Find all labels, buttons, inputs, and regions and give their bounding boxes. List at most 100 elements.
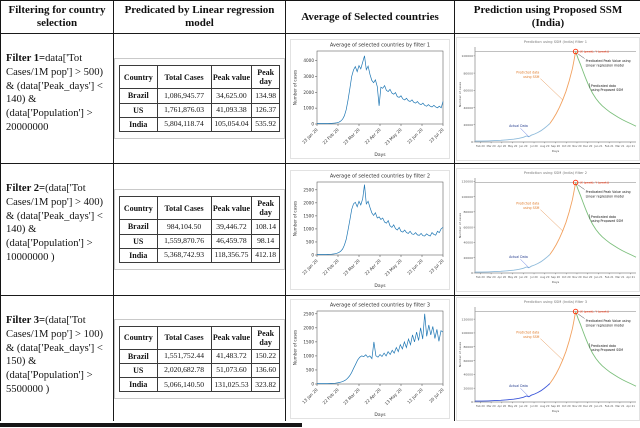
svg-text:2000: 2000 [303, 200, 314, 205]
svg-text:using Proposed SSM: using Proposed SSM [591, 348, 623, 352]
col-header-total-cases: Total Cases [156, 196, 212, 221]
prediction-chart-cell-2: Prediction using SSM (India) filter 2 0 20… [455, 164, 640, 296]
regression-table-frame: Country Total Cases Peak value Peak day … [114, 318, 285, 400]
svg-text:1000: 1000 [303, 226, 314, 231]
svg-text:Apr 21: Apr 21 [626, 144, 635, 148]
ssm-prediction-chart-filter-2: Prediction using SSM (India) filter 2 0 20… [458, 171, 637, 284]
svg-text:Days: Days [552, 149, 560, 153]
svg-text:Number of cases: Number of cases [293, 200, 298, 235]
average-chart-cell-2: Average of selected countries by filter … [286, 164, 455, 296]
svg-text:Predicated data: Predicated data [591, 344, 616, 348]
svg-text:Nov 20: Nov 20 [572, 275, 582, 279]
svg-text:Number of cases: Number of cases [458, 81, 462, 107]
svg-text:20000: 20000 [463, 122, 473, 126]
filter-3-expression: (data['Tot Cases/1M pop'] > 100) & (data… [6, 315, 104, 395]
table-row: Brazil 1,551,752.44 41,483.72 150.22 [119, 348, 280, 365]
svg-text:Oct 20: Oct 20 [562, 404, 571, 408]
svg-text:22 Apr 20: 22 Apr 20 [364, 126, 382, 144]
svg-text:80000: 80000 [463, 345, 473, 349]
country-name: Brazil [119, 88, 158, 104]
bottom-margin [0, 421, 640, 428]
regression-table-3: Country Total Cases Peak value Peak day … [119, 325, 280, 393]
filter-2-expression: (data['Tot Cases/1M pop'] > 400) & (data… [6, 183, 104, 263]
svg-text:Predicted data: Predicted data [516, 70, 539, 74]
average-chart-cell-3: Average of selected countries by filter … [286, 296, 455, 422]
svg-text:Number of cases: Number of cases [293, 330, 298, 365]
chart-image-frame: Average of selected countries by filter … [290, 299, 450, 419]
svg-text:Mar 21: Mar 21 [615, 275, 624, 279]
peak-day-value: 136.60 [251, 363, 280, 379]
svg-text:Oct 20: Oct 20 [562, 275, 571, 279]
svg-text:Dec 20: Dec 20 [583, 404, 592, 408]
svg-text:Predicted data: Predicted data [516, 201, 539, 205]
svg-text:Linear regression model: Linear regression model [586, 194, 625, 198]
country-name: US [119, 233, 158, 249]
table-row: India 5,804,118.74 105,054.04 535.92 [119, 116, 280, 132]
svg-text:Jun 20: Jun 20 [518, 404, 528, 408]
table-row: Brazil 1,086,945.77 34,625.00 134.98 [119, 88, 280, 104]
regression-table-cell-1: Country Total Cases Peak value Peak day … [114, 34, 286, 164]
svg-text:using SSM: using SSM [523, 74, 540, 78]
svg-text:23 Mar 20: 23 Mar 20 [342, 126, 361, 145]
peak-day-value: 134.98 [251, 88, 280, 104]
svg-text:100000: 100000 [462, 331, 474, 335]
average-chart-cell-1: Average of selected countries by filter … [286, 34, 455, 164]
svg-text:Feb 20: Feb 20 [476, 275, 485, 279]
peak-day-value: 412.18 [251, 247, 280, 263]
svg-text:Actual Data: Actual Data [509, 123, 528, 127]
svg-text:20000: 20000 [463, 386, 473, 390]
svg-text:0: 0 [471, 400, 473, 404]
peak-value: 39,446.72 [210, 219, 253, 235]
country-name: US [119, 102, 158, 118]
svg-text:Prediction using SSM (India) f: Prediction using SSM (India) filter 2 [524, 171, 587, 175]
chart-image-frame: Prediction using SSM (India) filter 3 0 20… [456, 297, 640, 421]
svg-text:22 Feb 20: 22 Feb 20 [322, 257, 340, 275]
svg-text:Aug 20: Aug 20 [540, 275, 550, 279]
svg-text:2500: 2500 [303, 187, 314, 192]
svg-text:13 May 20: 13 May 20 [384, 387, 403, 406]
svg-text:Dec 20: Dec 20 [583, 144, 592, 148]
svg-text:60000: 60000 [463, 359, 473, 363]
svg-text:22 Apr 20: 22 Apr 20 [364, 387, 382, 405]
svg-text:Predicated data: Predicated data [591, 214, 616, 218]
svg-text:Predicted data: Predicted data [516, 331, 539, 335]
svg-text:80000: 80000 [463, 71, 473, 75]
svg-text:Mar 21: Mar 21 [615, 404, 624, 408]
regression-table-cell-2: Country Total Cases Peak value Peak day … [114, 164, 286, 296]
svg-text:0: 0 [471, 271, 473, 275]
svg-text:500: 500 [306, 239, 314, 244]
regression-table-cell-3: Country Total Cases Peak value Peak day … [114, 296, 286, 422]
peak-value: 131,025.53 [210, 377, 253, 393]
svg-text:Apr 21: Apr 21 [626, 275, 635, 279]
svg-text:120000: 120000 [462, 317, 474, 321]
svg-text:23 Jul 20: 23 Jul 20 [428, 126, 445, 143]
table-row: Brazil 984,104.50 39,446.72 108.14 [119, 219, 280, 235]
peak-value: 34,625.00 [210, 88, 253, 104]
svg-text:22 Jun 20: 22 Jun 20 [406, 126, 424, 144]
total-cases-value: 984,104.50 [156, 219, 212, 235]
total-cases-value: 1,761,876.03 [156, 102, 212, 118]
svg-text:Number of cases: Number of cases [458, 212, 462, 238]
svg-text:using SSM: using SSM [523, 205, 540, 209]
country-name: US [119, 363, 158, 379]
svg-text:(X (peak), Y (peak)): (X (peak), Y (peak)) [580, 49, 609, 53]
svg-text:22 Jun 20: 22 Jun 20 [406, 257, 424, 275]
table-row: US 1,761,876.03 41,093.38 126.37 [119, 102, 280, 118]
col-header-peak-day: Peak day [251, 196, 280, 221]
svg-text:Days: Days [374, 412, 386, 418]
svg-text:Mar 21: Mar 21 [615, 144, 624, 148]
svg-text:Days: Days [552, 409, 560, 413]
peak-day-value: 150.22 [251, 348, 280, 365]
peak-day-value: 108.14 [251, 219, 280, 235]
svg-text:120000: 120000 [462, 179, 474, 183]
average-cases-chart-filter-1: Average of selected countries by filter … [293, 42, 445, 158]
col-header-peak-day: Peak day [251, 65, 280, 90]
chart-image-frame: Prediction using SSM (India) filter 1 0 20… [456, 36, 640, 161]
svg-text:Aug 20: Aug 20 [540, 404, 550, 408]
svg-text:Jul 20: Jul 20 [529, 404, 538, 408]
svg-text:Number of cases: Number of cases [458, 341, 462, 367]
filter-1-expression: data['Tot Cases/1M pop'] > 500) & (data[… [6, 53, 104, 133]
filter-2-label: Filter 2= [6, 183, 46, 194]
svg-text:Average of selected countries: Average of selected countries by filter … [330, 42, 430, 48]
